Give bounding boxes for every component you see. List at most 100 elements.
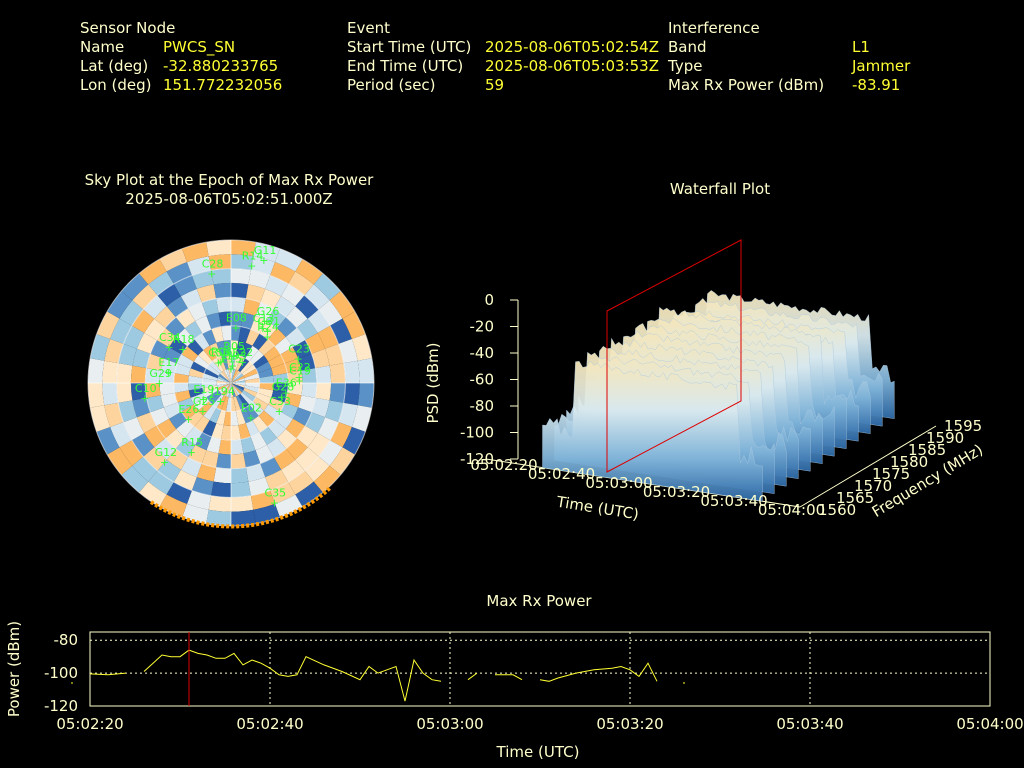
satellite-marker: + [247,260,256,273]
interference-power-value: -83.91 [852,76,901,94]
satellite-label: J194 [210,385,235,398]
satellite-label: E26 [178,403,199,416]
satellite-marker: + [178,343,187,356]
sky-heatmap-cell [102,360,119,383]
sky-heatmap-cell [257,368,274,378]
sky-horizon-band [149,485,333,529]
sky-heatmap-cell [177,397,194,412]
sky-heatmap-cell [317,417,339,441]
sky-heatmap-cell [233,354,241,370]
satellite-marker: + [140,392,149,405]
sky-heatmap-cell [202,420,217,437]
satellite-label: R05 [223,340,245,353]
satellite-marker: + [270,497,279,510]
sky-heatmap-cell [253,503,280,524]
sky-heatmap-cell [185,426,203,445]
sky-heatmap-cell [190,392,207,405]
sky-heatmap-cell [231,439,244,455]
sky-heatmap-cell [281,459,305,483]
sky-heatmap-cell [304,456,330,482]
sky-heatmap-cell [202,378,217,383]
sky-heatmap-cell [216,356,227,371]
sky-heatmap-cell [317,325,339,349]
sky-heatmap-cell [118,343,137,366]
sky-heatmap-cell [286,306,308,328]
waterfall-y-tick-label: 1560 [818,501,856,519]
waterfall-x-tick-label: 05:04:00 [758,501,825,519]
sky-heatmap-cell [248,270,271,289]
sky-heatmap-cell [263,404,281,420]
sky-heatmap-cell [243,368,258,379]
sky-heatmap-cell [191,270,214,289]
sky-heatmap-cell [211,481,231,498]
sky-heatmap-cell [169,337,188,355]
sky-heatmap-cell [315,383,332,401]
sky-heatmap-cell [202,383,217,388]
sky-heatmap-cell [231,383,244,393]
sky-heatmap-cell [176,419,195,438]
sky-heatmap-cell [216,297,231,313]
sky-heatmap-cell [238,358,250,372]
sky-heatmap-cell [271,363,288,376]
sky-heatmap-cell [231,372,242,383]
sky-heatmap-cell [146,353,164,371]
satellite-label: R18 [173,333,195,346]
satellite-marker: + [207,267,216,280]
sky-heatmap-cell [270,482,296,504]
skyplot-subtitle: 2025-08-06T05:02:51.000Z [125,190,333,208]
satellite-label: C56 [208,347,230,360]
sky-heatmap-cell [231,378,246,383]
sky-heatmap-cell [216,383,231,388]
waterfall-z-ticks: 0 -20 -40 -60 -80 -100 -120 [460,291,518,468]
sky-heatmap-cell [119,440,144,466]
sky-heatmap-cell [245,378,260,383]
sky-heatmap-cell [196,284,217,303]
sky-heatmap-cell [139,481,167,507]
sky-heatmap-cell [301,368,317,383]
sky-heatmap-cell [102,383,119,406]
sky-heatmap-cell [274,411,293,429]
sky-heatmap-cell [342,427,366,455]
sky-heatmap-cell [163,402,182,419]
sky-heatmap-cell [259,321,277,340]
sky-heatmap-cell [220,372,231,383]
sky-heatmap-cell [287,383,303,396]
satellite-label: C33 [269,395,291,408]
sky-heatmap-cell [166,448,189,470]
sky-heatmap-cell [195,315,212,334]
sky-heatmap-cell [221,383,231,396]
sky-heatmap-cell [231,411,239,426]
sky-heatmap-cell [236,340,246,357]
sky-heatmap-cell [228,368,231,383]
sky-heatmap-cell [265,275,289,297]
waterfall-x-tick-label: 05:03:20 [643,483,710,501]
sky-heatmap-cell [231,369,239,383]
event-start-value: 2025-08-06T05:02:54Z [485,38,659,56]
sky-heatmap-cell [226,383,231,398]
sky-heatmap-cell [252,415,268,433]
sky-heatmap-cell [231,383,246,386]
satellite-label: C34 [159,331,181,344]
sky-heatmap-cell [121,465,149,493]
power-chart-title: Max Rx Power [486,592,592,610]
interference-band-label: Band [668,38,707,56]
sensor-lat-label: Lat (deg) [80,57,149,75]
waterfall-slice [542,360,763,502]
sky-heatmap-cell [231,383,241,396]
sky-heatmap-cell [188,383,203,391]
sky-heatmap-cell [211,268,231,285]
sky-heatmap-cell [268,397,285,412]
sky-heatmap-cell [236,409,246,426]
sky-heatmap-cell [318,440,343,466]
waterfall-plot: 0-20-40-60-80-100-120 05:02:2005:02:4005… [424,239,986,523]
sky-heatmap-cell [284,392,302,408]
satellite-marker: + [277,391,286,404]
sky-heatmap-cell [240,342,253,359]
sky-heatmap-cell [185,321,203,340]
sensor-lon-value: 151.772232056 [163,76,283,94]
sky-heatmap-cell [206,390,220,402]
sky-heatmap-cell [277,317,297,337]
sky-heatmap-cell [220,383,231,394]
sky-heatmap-cell [273,296,296,318]
